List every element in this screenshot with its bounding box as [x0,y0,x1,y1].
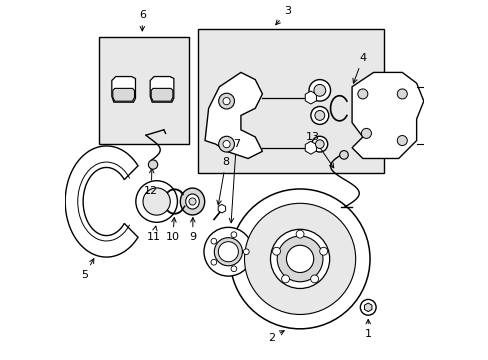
Circle shape [270,229,329,288]
Circle shape [223,140,230,148]
Text: 4: 4 [352,53,366,83]
Text: 10: 10 [165,217,180,242]
Text: 12: 12 [144,168,158,196]
Ellipse shape [180,188,204,215]
Text: 3: 3 [275,6,290,25]
Polygon shape [112,77,135,102]
Circle shape [188,198,196,205]
Circle shape [429,139,438,149]
Circle shape [243,249,249,255]
Circle shape [296,230,304,238]
Circle shape [210,260,216,265]
Circle shape [286,245,313,273]
Circle shape [396,89,407,99]
Polygon shape [113,88,134,101]
Text: 1: 1 [364,319,371,339]
Circle shape [396,135,407,145]
Circle shape [360,300,375,315]
Circle shape [230,232,236,238]
Circle shape [203,227,252,276]
Polygon shape [151,88,173,101]
Circle shape [210,238,216,244]
Circle shape [339,150,347,159]
Circle shape [429,82,438,91]
Circle shape [311,136,327,152]
Circle shape [315,140,324,148]
Circle shape [214,238,242,266]
Polygon shape [204,72,262,158]
Text: 11: 11 [146,226,160,242]
Text: 9: 9 [189,217,196,242]
Circle shape [148,160,158,169]
Circle shape [313,85,325,96]
Circle shape [218,136,234,152]
Circle shape [218,93,234,109]
Circle shape [277,236,322,282]
Circle shape [314,111,324,120]
Circle shape [230,189,369,329]
Ellipse shape [185,194,199,209]
Polygon shape [351,72,423,158]
Text: 7: 7 [229,139,239,223]
Circle shape [244,203,355,315]
Text: 8: 8 [216,157,229,205]
Bar [99,37,188,144]
Circle shape [281,275,289,283]
Circle shape [218,242,238,262]
Text: 6: 6 [139,10,145,31]
Circle shape [361,129,371,138]
Circle shape [142,188,170,215]
Text: 5: 5 [81,259,94,280]
Circle shape [272,247,280,255]
Circle shape [230,266,236,272]
Text: 2: 2 [267,331,284,343]
Circle shape [308,80,330,101]
Circle shape [357,89,367,99]
Circle shape [223,98,230,105]
Bar [198,30,384,173]
Circle shape [310,107,328,125]
Circle shape [136,181,177,222]
Circle shape [310,275,318,283]
Text: 13: 13 [305,132,333,168]
Polygon shape [65,146,138,257]
Circle shape [319,247,327,255]
Polygon shape [150,77,174,102]
